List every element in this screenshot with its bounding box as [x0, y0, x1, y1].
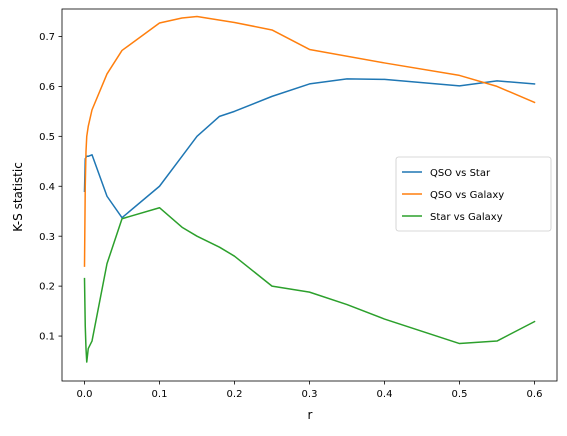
plot-area	[83, 15, 536, 363]
x-tick-label: 0.6	[527, 389, 543, 400]
y-axis-label: K-S statistic	[11, 162, 25, 232]
legend: QSO vs Star QSO vs Galaxy Star vs Galaxy	[395, 156, 552, 232]
axes: 0.0 0.1 0.2 0.3 0.4 0.5 0.6 0.1 0.2 0.3 0.4 0.5 0.6 0…	[39, 8, 558, 400]
series-line-3	[83, 206, 536, 363]
y-tick-label: 0.7	[39, 32, 55, 43]
x-axis-label: r	[308, 408, 313, 422]
legend-label: QSO vs Star	[430, 168, 491, 179]
x-tick-label: 0.4	[377, 389, 393, 400]
y-tick-label: 0.3	[39, 232, 55, 243]
legend-label: Star vs Galaxy	[430, 212, 503, 223]
y-tick-label: 0.2	[39, 282, 55, 293]
x-tick-label: 0.5	[452, 389, 468, 400]
legend-box	[395, 156, 552, 232]
y-tick-label: 0.5	[39, 132, 55, 143]
legend-label: QSO vs Galaxy	[430, 190, 504, 201]
x-tick-label: 0.2	[227, 389, 243, 400]
x-tick-label: 0.3	[302, 389, 318, 400]
x-tick-label: 0.1	[152, 389, 168, 400]
y-tick-label: 0.1	[39, 332, 55, 343]
series-line-2	[83, 15, 536, 267]
y-tick-label: 0.6	[39, 82, 55, 93]
y-tick-label: 0.4	[39, 182, 55, 193]
x-tick-label: 0.0	[77, 389, 93, 400]
series-line-1	[83, 78, 536, 219]
